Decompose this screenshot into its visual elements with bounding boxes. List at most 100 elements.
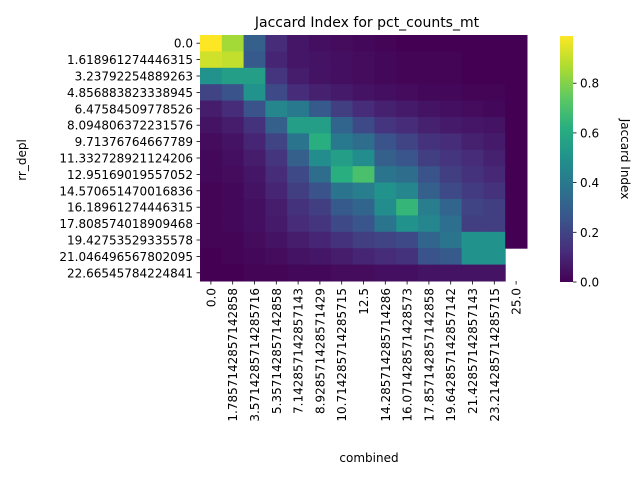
heatmap-cell	[418, 67, 441, 85]
heatmap-cell	[330, 215, 354, 233]
heatmap-cell	[287, 149, 310, 167]
heatmap-cell	[505, 215, 528, 233]
heatmap-cell	[418, 182, 441, 200]
heatmap-cell	[483, 166, 506, 184]
heatmap-cell	[461, 35, 484, 52]
heatmap-cell	[396, 166, 419, 184]
heatmap-cell	[287, 248, 310, 266]
heatmap-cell	[309, 166, 332, 184]
heatmap-cell	[287, 264, 310, 282]
x-axis-ticks: 0.0 1.7857142857142858 3.5714285714285716 5…	[204, 281, 524, 422]
heatmap-cell	[461, 84, 484, 102]
heatmap-cell	[374, 100, 397, 118]
heatmap-cell	[200, 215, 223, 233]
heatmap-cell	[461, 248, 484, 266]
heatmap-cell	[461, 133, 484, 151]
heatmap-cell	[200, 84, 223, 102]
heatmap-cell	[330, 117, 354, 134]
heatmap-cell	[396, 248, 419, 266]
heatmap-cell	[461, 67, 484, 85]
heatmap-cell	[287, 84, 310, 102]
heatmap-cell	[374, 166, 397, 184]
heatmap-cell	[330, 100, 354, 118]
heatmap-cell	[352, 248, 375, 266]
heatmap-cell	[330, 149, 354, 167]
heatmap-cell	[439, 133, 463, 151]
heatmap-cell	[352, 149, 375, 167]
heatmap-cell	[221, 215, 245, 233]
heatmap-cell	[265, 231, 288, 249]
heatmap-cell	[352, 84, 375, 102]
heatmap-cell	[505, 166, 528, 184]
heatmap-cell	[243, 100, 266, 118]
heatmap-cell	[221, 100, 245, 118]
heatmap-cell	[265, 264, 288, 282]
heatmap-cell	[330, 264, 354, 282]
heatmap-cell	[439, 199, 463, 216]
heatmap-cell	[330, 133, 354, 151]
heatmap-cell	[243, 199, 266, 216]
heatmap-cell	[418, 215, 441, 233]
heatmap-cell	[396, 51, 419, 69]
heatmap-cell	[265, 67, 288, 85]
heatmap-cell	[461, 264, 484, 282]
heatmap-cell	[461, 51, 484, 69]
heatmap-cell	[374, 248, 397, 266]
heatmap-cell	[396, 100, 419, 118]
heatmap-cell	[200, 133, 223, 151]
x-tick-label: 16.071428571428573	[401, 288, 415, 422]
heatmap-cell	[483, 84, 506, 102]
heatmap-cell	[200, 149, 223, 167]
colorbar	[560, 36, 573, 282]
heatmap-cell	[265, 133, 288, 151]
heatmap-cell	[439, 166, 463, 184]
heatmap-cell	[418, 51, 441, 69]
heatmap-cell	[505, 35, 528, 52]
heatmap-cell	[287, 231, 310, 249]
heatmap-cell	[243, 149, 266, 167]
heatmap-cell	[418, 248, 441, 266]
heatmap-cell	[439, 264, 463, 282]
y-tick-label: 8.094806372231576	[67, 119, 193, 133]
y-tick-label: 1.618961274446315	[67, 53, 193, 67]
x-axis-label: combined	[339, 451, 398, 465]
heatmap-cell	[309, 117, 332, 134]
y-tick-label: 19.42753529335578	[67, 234, 193, 248]
heatmap-cell	[330, 231, 354, 249]
heatmap-cell	[483, 67, 506, 85]
heatmap-cell	[243, 51, 266, 69]
y-tick-label: 9.71376764667789	[75, 135, 193, 149]
y-tick-label: 22.66545784224841	[67, 266, 193, 280]
x-tick-label: 1.7857142857142858	[226, 288, 240, 422]
heatmap-cell	[330, 67, 354, 85]
heatmap-cell	[265, 51, 288, 69]
heatmap-cell	[505, 149, 528, 167]
heatmap-cell	[309, 100, 332, 118]
heatmap-cell	[265, 215, 288, 233]
heatmap-cell	[243, 264, 266, 282]
x-tick-label: 10.714285714285715	[335, 288, 349, 422]
heatmap-cell	[287, 51, 310, 69]
heatmap-cell	[483, 149, 506, 167]
heatmap-cell	[200, 182, 223, 200]
heatmap-cell	[352, 166, 375, 184]
heatmap-cell	[461, 182, 484, 200]
heatmap-cell	[309, 264, 332, 282]
x-tick-label: 3.5714285714285716	[248, 288, 262, 422]
heatmap-cell	[221, 248, 245, 266]
heatmap-cell	[418, 199, 441, 216]
heatmap-cell	[309, 199, 332, 216]
heatmap-cell	[265, 149, 288, 167]
heatmap-cell	[309, 35, 332, 52]
heatmap-cell	[265, 166, 288, 184]
heatmap-cell	[505, 117, 528, 134]
x-tick-label: 5.357142857142858	[270, 288, 284, 414]
heatmap-cell	[200, 67, 223, 85]
heatmap-cell	[352, 231, 375, 249]
heatmap-cell	[439, 149, 463, 167]
heatmap-cell	[396, 67, 419, 85]
x-tick-label: 14.285714285714286	[379, 288, 393, 422]
heatmap-cell	[505, 51, 528, 69]
heatmap-cell	[200, 264, 223, 282]
heatmap-cell	[396, 149, 419, 167]
